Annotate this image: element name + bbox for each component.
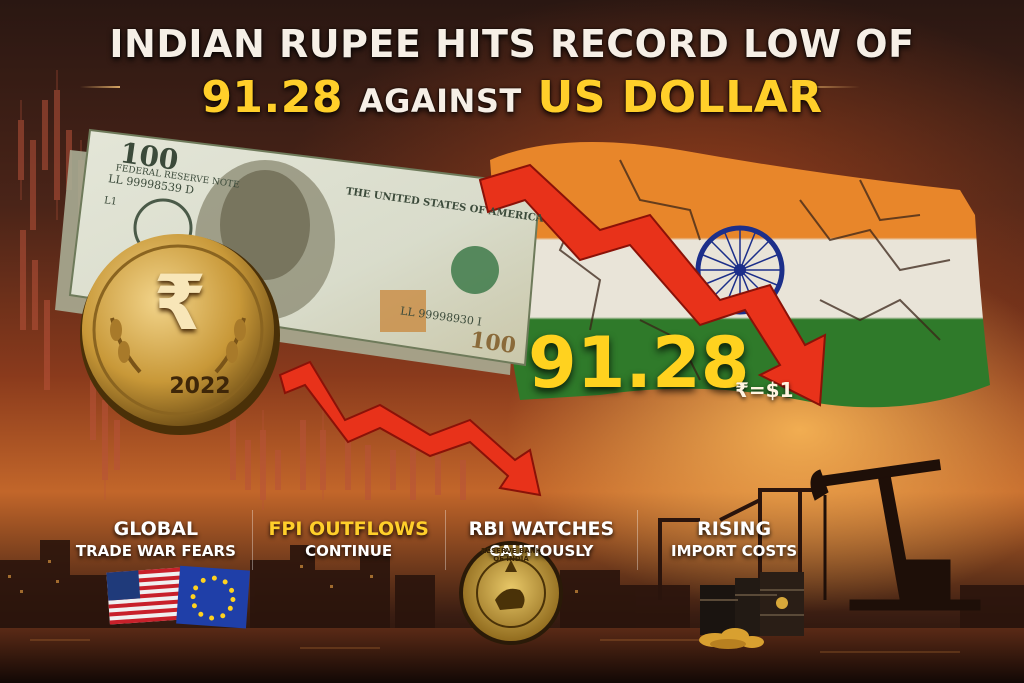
exchange-rate-unit: ₹=$1 <box>735 378 794 402</box>
flag-cracks <box>539 159 951 381</box>
oil-barrel-icon <box>700 572 804 636</box>
factor-subtitle: CONTINUE <box>305 542 393 560</box>
factor-title: RISING <box>697 518 772 540</box>
factors-bar: GLOBAL TRADE WAR FEARS FPI OUTFLOWS CONT… <box>60 510 830 570</box>
headline-currency: US DOLLAR <box>537 72 823 123</box>
us-flag-icon <box>106 567 184 625</box>
treasury-seal-icon <box>451 246 499 294</box>
palm-tree-icon <box>505 560 517 572</box>
rbi-seal-icon <box>459 541 563 645</box>
headline-against: AGAINST <box>358 82 522 120</box>
headline-rate: 91.28 <box>201 72 343 123</box>
factor-title: GLOBAL <box>113 518 199 540</box>
factor-fpi-outflows: FPI OUTFLOWS CONTINUE <box>253 510 446 570</box>
oil-pumpjack-icon <box>810 459 981 611</box>
factor-subtitle: CAUTIOUSLY <box>489 542 594 560</box>
downtrend-arrow-small <box>278 360 542 497</box>
rupee-coin <box>80 234 280 435</box>
banknote-serial-code: L1 <box>103 195 118 208</box>
headline-line-1: INDIAN RUPEE HITS RECORD LOW OF <box>109 22 915 66</box>
factor-title: RBI WATCHES <box>468 518 615 540</box>
rupee-symbol: ₹ <box>153 258 207 347</box>
factor-trade-war: GLOBAL TRADE WAR FEARS <box>60 510 253 570</box>
exchange-rate-value: 91.28 <box>528 322 750 404</box>
factor-subtitle: TRADE WAR FEARS <box>75 542 236 560</box>
factor-rbi: RBI WATCHES CAUTIOUSLY <box>446 510 639 570</box>
headline-left-rule <box>80 86 120 88</box>
factor-title: FPI OUTFLOWS <box>268 518 429 540</box>
tiger-icon <box>495 588 525 610</box>
eu-flag-icon <box>176 565 251 629</box>
headline-line-2: 91.28 AGAINST US DOLLAR <box>0 72 1024 123</box>
factor-import-costs: RISING IMPORT COSTS <box>638 510 830 570</box>
downtrend-arrow-large <box>478 163 827 407</box>
gold-nuggets-icon <box>699 628 764 649</box>
factor-subtitle: IMPORT COSTS <box>671 542 798 560</box>
rbi-seal-text: RESERVE BANK OF INDIA <box>480 547 542 563</box>
coin-year: 2022 <box>169 374 231 399</box>
